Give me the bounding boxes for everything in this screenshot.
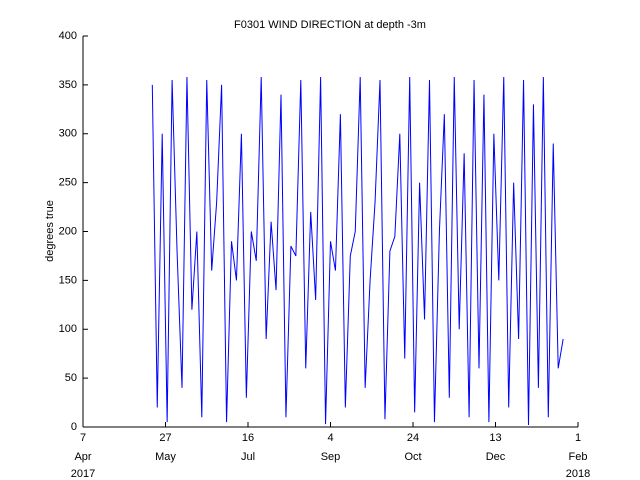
x-tick-month: Jul	[241, 451, 255, 463]
y-tick-label: 100	[59, 323, 77, 335]
y-tick-label: 0	[71, 421, 77, 433]
x-tick-label: 27	[159, 432, 171, 444]
x-tick-label: 24	[407, 432, 419, 444]
x-tick-month: Oct	[404, 451, 421, 463]
y-tick-label: 250	[59, 177, 77, 189]
y-tick-label: 200	[59, 225, 77, 237]
x-year-label: 2018	[566, 468, 590, 480]
y-axis-label: degrees true	[44, 200, 56, 262]
x-tick-month: Dec	[486, 451, 506, 463]
x-year-label: 2017	[71, 468, 95, 480]
y-tick-label: 400	[59, 30, 77, 42]
x-tick-label: 13	[489, 432, 501, 444]
x-tick-label: 1	[575, 432, 581, 444]
data-line	[151, 77, 564, 426]
x-tick-month: May	[155, 451, 176, 463]
y-tick-label: 50	[65, 372, 77, 384]
x-tick-month: Feb	[569, 451, 588, 463]
y-tick-label: 150	[59, 274, 77, 286]
x-tick-label: 4	[327, 432, 333, 444]
x-tick-month: Apr	[74, 451, 91, 463]
y-tick-label: 350	[59, 79, 77, 91]
chart-title: F0301 WIND DIRECTION at depth -3m	[234, 19, 426, 31]
x-tick-label: 16	[242, 432, 254, 444]
y-tick-label: 300	[59, 128, 77, 140]
x-tick-label: 7	[80, 432, 86, 444]
x-tick-month: Sep	[321, 451, 341, 463]
